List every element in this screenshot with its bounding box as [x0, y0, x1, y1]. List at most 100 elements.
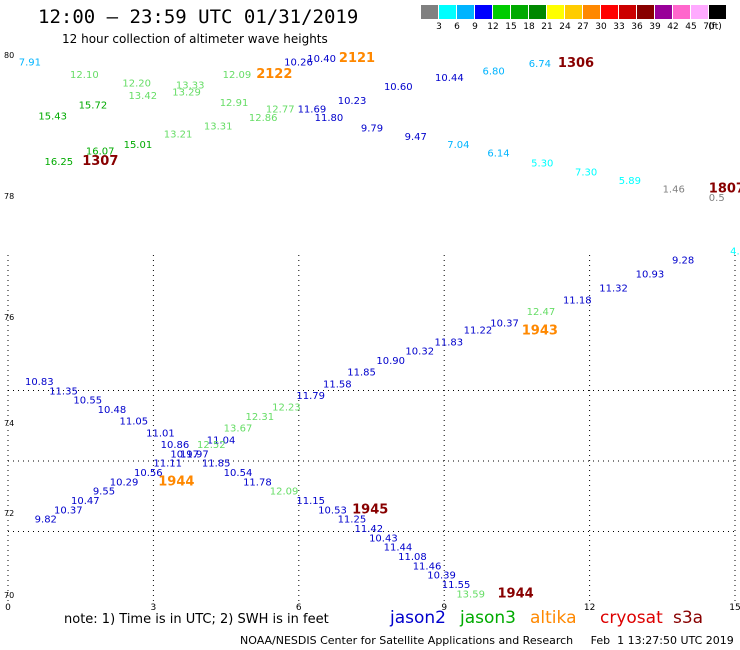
data-label: 10.29 [110, 477, 139, 488]
colorbar-swatch [475, 5, 492, 19]
x-tick-label: 12 [584, 603, 595, 613]
colorbar-label: 24 [559, 22, 571, 32]
data-label: 16.25 [45, 157, 74, 168]
data-label: 11.22 [464, 326, 493, 337]
legend-jason3: jason3 [460, 608, 516, 628]
data-label: 12.86 [249, 113, 278, 124]
data-label: 12.20 [122, 78, 151, 89]
data-label: 10.39 [427, 571, 456, 582]
chart-subtitle: 12 hour collection of altimeter wave hei… [62, 32, 328, 46]
data-label: 11.18 [563, 295, 592, 306]
data-label: 1807 [709, 181, 740, 196]
data-label: 10.40 [307, 54, 336, 65]
data-label: 12.91 [220, 98, 249, 109]
data-label: 16.07 [86, 147, 115, 158]
colorbar-swatch [601, 5, 618, 19]
data-label: 10.43 [369, 533, 398, 544]
data-label: 11.05 [119, 417, 148, 428]
x-tick-label: 3 [151, 603, 157, 613]
colorbar-swatch [619, 5, 636, 19]
data-label: 10.44 [435, 73, 464, 84]
data-label: 11.25 [338, 515, 367, 526]
data-label: 6.74 [529, 59, 551, 70]
data-label: 11.46 [413, 561, 442, 572]
data-label: 11.69 [298, 104, 327, 115]
colorbar-unit: (ft) [708, 22, 722, 32]
data-label: 11.85 [347, 368, 376, 379]
y-tick-label: 74 [4, 419, 14, 428]
data-label: 10.37 [490, 319, 519, 330]
data-label: 4.61 [730, 246, 740, 257]
data-label: 2121 [339, 51, 375, 66]
footer-credit: NOAA/NESDIS Center for Satellite Applica… [240, 634, 734, 647]
data-label: 9.79 [361, 123, 383, 134]
x-tick-label: 0 [5, 603, 11, 613]
y-tick-label: 78 [4, 192, 14, 201]
data-label: 11.42 [355, 524, 384, 535]
data-label: 10.53 [318, 505, 347, 516]
data-label: 10.56 [134, 468, 163, 479]
data-label: 11.11 [153, 459, 182, 470]
data-label: 1.46 [663, 184, 685, 195]
colorbar-swatch [691, 5, 708, 19]
legend-altika: altika [530, 608, 577, 628]
colorbar-swatch [439, 5, 456, 19]
data-label: 10.47 [71, 496, 100, 507]
colorbar-swatch [493, 5, 510, 19]
data-label: 15.43 [38, 112, 67, 123]
data-label: 1306 [558, 56, 594, 71]
data-label: 11.78 [243, 477, 272, 488]
data-label: 11.79 [296, 391, 325, 402]
data-label: 5.89 [619, 176, 641, 187]
data-label: 11.55 [442, 580, 471, 591]
legend-s3a: s3a [673, 608, 704, 628]
colorbar-label: 6 [454, 22, 460, 32]
data-label: 1943 [522, 324, 558, 339]
data-label: 12.77 [266, 104, 295, 115]
colorbar-label: 18 [523, 22, 535, 32]
data-label: 7.91 [19, 57, 41, 68]
y-tick-label: 80 [4, 51, 14, 60]
data-label: 10.32 [405, 347, 434, 358]
colorbar-label: 12 [487, 22, 499, 32]
data-label: 10.48 [98, 405, 127, 416]
data-label: 15.01 [124, 140, 153, 151]
data-label: 12.10 [70, 70, 99, 81]
colorbar-swatch [547, 5, 564, 19]
data-label: 1944 [158, 474, 194, 489]
colorbar-label: 45 [685, 22, 697, 32]
colorbar-label: 27 [577, 22, 589, 32]
data-label: 9.28 [672, 256, 694, 267]
data-label: 12.09 [270, 487, 299, 498]
data-label: 13.29 [172, 88, 201, 99]
y-tick-label: 72 [4, 509, 14, 518]
data-label: 10.26 [284, 57, 313, 68]
data-label: 9.47 [405, 132, 427, 143]
data-label: 13.21 [164, 130, 193, 141]
data-label: 10.83 [25, 377, 54, 388]
data-label: 7.30 [575, 168, 597, 179]
data-label: 11.35 [49, 386, 78, 397]
colorbar-swatch [637, 5, 654, 19]
legend-jason2: jason2 [390, 608, 446, 628]
colorbar-label: 39 [649, 22, 661, 32]
colorbar-label: 36 [631, 22, 643, 32]
data-label: 13.59 [456, 589, 485, 600]
data-label: 12.09 [223, 70, 252, 81]
colorbar-swatch [421, 5, 438, 19]
footer-note: note: 1) Time is in UTC; 2) SWH is in fe… [64, 612, 329, 627]
colorbar-swatch [583, 5, 600, 19]
data-label: 12.52 [197, 440, 226, 451]
chart-title: 12:00 – 23:59 UTC 01/31/2019 [38, 6, 359, 28]
data-label: 1945 [352, 502, 388, 517]
data-label: 6.80 [483, 67, 505, 78]
data-label: 11.01 [146, 428, 175, 439]
data-label: 12.23 [272, 403, 301, 414]
x-tick-label: 9 [441, 603, 447, 613]
data-label: 1307 [82, 154, 118, 169]
legend-cryosat: cryosat [600, 608, 663, 628]
data-label: 9.82 [35, 515, 57, 526]
data-label: 10.97 [170, 449, 199, 460]
data-label: 10.93 [636, 270, 665, 281]
